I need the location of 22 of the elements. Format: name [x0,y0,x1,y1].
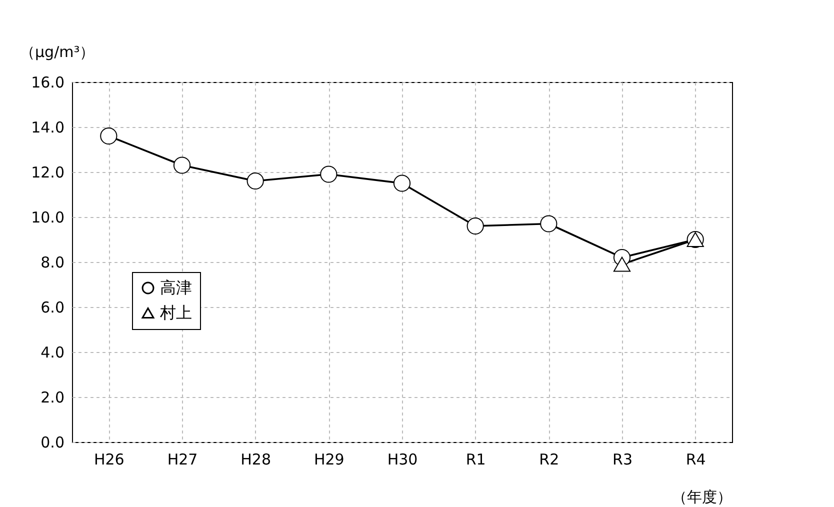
x-tick-label: R4 [686,450,706,468]
y-tick-label: 10.0 [31,208,64,226]
x-axis-title: （年度） [672,488,732,506]
x-tick-label: R2 [539,450,560,468]
x-tick-label: H29 [314,450,344,468]
y-tick-label: 12.0 [31,164,64,182]
y-tick-label: 8.0 [40,254,64,272]
y-tick-label: 4.0 [40,344,64,362]
x-tick-label: R3 [612,450,632,468]
y-tick-label: 16.0 [31,74,64,92]
y-tick-label: 6.0 [40,298,64,316]
x-tick-label: H27 [167,450,198,468]
x-tick-label: H28 [240,450,272,468]
legend-label: 村上 [159,303,192,322]
y-axis-title: （μg/m³） [20,43,95,61]
y-tick-label: 2.0 [40,388,64,406]
y-tick-label: 14.0 [31,118,64,136]
y-tick-label: 0.0 [40,434,64,452]
x-tick-label: H30 [387,450,418,468]
legend-label: 高津 [160,278,192,297]
x-tick-label: H26 [94,450,124,468]
x-tick-label: R1 [466,450,486,468]
